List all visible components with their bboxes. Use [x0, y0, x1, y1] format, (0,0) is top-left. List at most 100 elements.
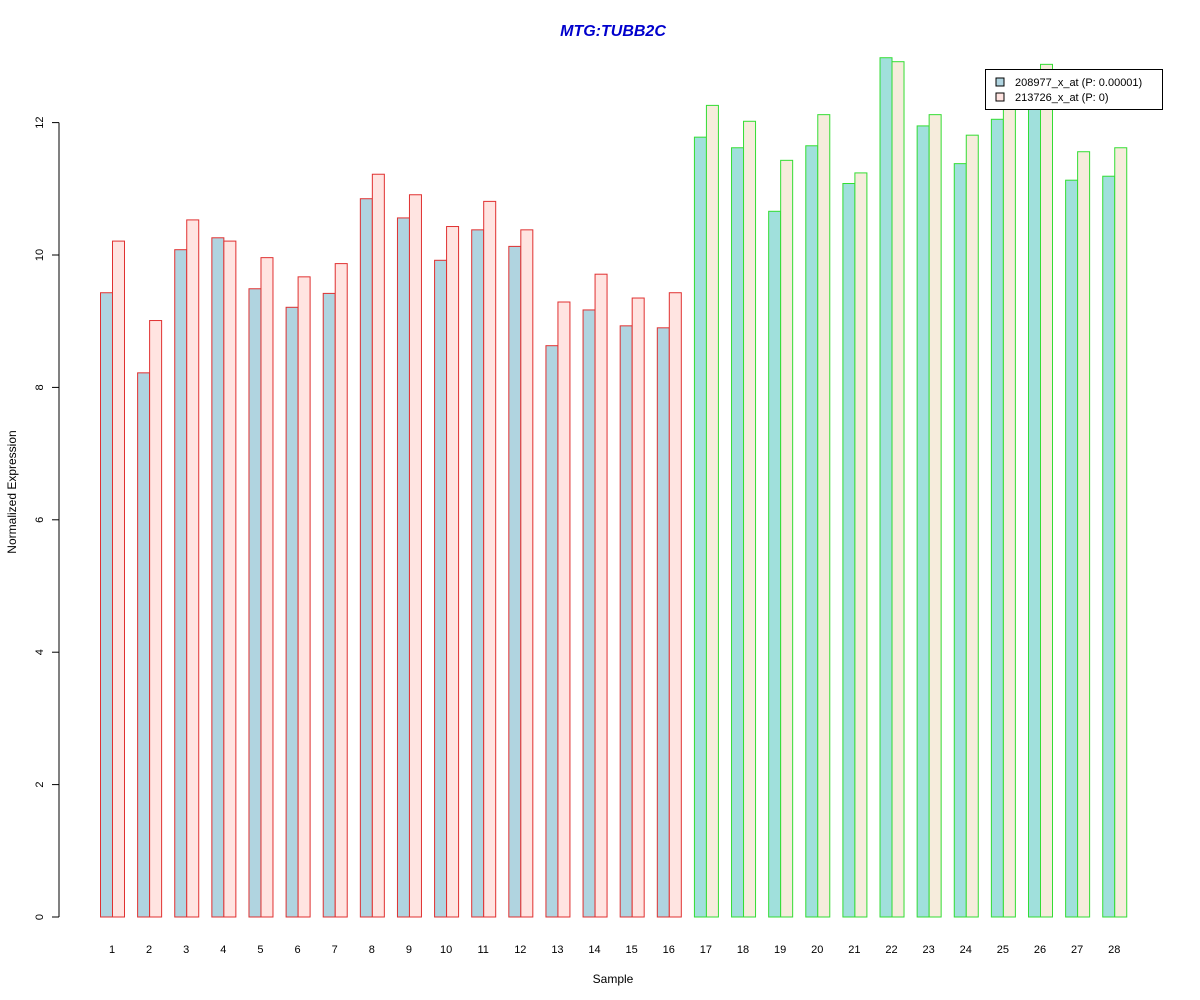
bar-sample-17-series-1: [693, 136, 707, 918]
bar-sample-20-series-2: [817, 114, 831, 918]
x-tick-label: 13: [551, 944, 563, 956]
y-tick-label: 2: [34, 782, 46, 788]
bar-sample-4-series-2: [223, 240, 237, 918]
bar-sample-24-series-2: [965, 134, 979, 918]
bar-sample-23-series-1: [916, 125, 930, 918]
y-tick-label: 0: [34, 914, 46, 920]
legend-swatch: [995, 77, 1005, 87]
bar-sample-4-series-1: [211, 237, 225, 918]
bar-sample-6-series-1: [285, 306, 299, 918]
bar-sample-11-series-2: [483, 200, 497, 918]
bar-sample-15-series-2: [631, 297, 645, 918]
x-tick-label: 5: [257, 944, 263, 956]
bar-sample-14-series-1: [582, 309, 596, 918]
bar-sample-23-series-2: [928, 114, 942, 918]
bar-sample-3-series-1: [174, 249, 188, 918]
bar-sample-8-series-1: [359, 198, 373, 918]
x-tick-label: 4: [220, 944, 226, 956]
x-tick-label: 2: [146, 944, 152, 956]
x-tick-label: 24: [960, 944, 972, 956]
y-tick-label: 8: [34, 384, 46, 390]
y-axis: 0 2 4 6 8 10 12: [34, 116, 60, 920]
bar-sample-10-series-1: [434, 259, 448, 918]
x-tick-label: 26: [1034, 944, 1046, 956]
bar-sample-28-series-2: [1114, 147, 1128, 918]
x-tick-label: 15: [626, 944, 638, 956]
x-tick-label: 9: [406, 944, 412, 956]
bar-sample-6-series-2: [297, 276, 311, 918]
bar-sample-8-series-2: [371, 173, 385, 918]
x-tick-label: 3: [183, 944, 189, 956]
bar-sample-3-series-2: [186, 219, 200, 918]
bar-sample-19-series-2: [780, 159, 794, 918]
bar-sample-22-series-1: [879, 57, 893, 918]
x-tick-label: 8: [369, 944, 375, 956]
bar-sample-25-series-2: [1002, 107, 1016, 918]
bar-sample-18-series-2: [743, 120, 757, 918]
bars: [100, 57, 1128, 918]
x-tick-label: 18: [737, 944, 749, 956]
bar-sample-9-series-1: [396, 217, 410, 918]
bar-sample-7-series-1: [322, 292, 336, 918]
bar-sample-15-series-1: [619, 325, 633, 918]
legend-label: 213726_x_at (P: 0): [1015, 92, 1109, 104]
x-tick-label: 25: [997, 944, 1009, 956]
bar-sample-12-series-1: [508, 245, 522, 918]
legend-box: [985, 69, 1163, 110]
x-tick-label: 27: [1071, 944, 1083, 956]
bar-sample-22-series-2: [891, 61, 905, 918]
bar-sample-13-series-2: [557, 301, 571, 918]
y-axis-label: Normalized Expression: [5, 430, 19, 553]
x-tick-label: 10: [440, 944, 452, 956]
x-tick-label: 20: [811, 944, 823, 956]
bar-sample-1-series-1: [100, 292, 113, 918]
bar-sample-5-series-1: [248, 288, 262, 918]
y-tick-label: 4: [34, 649, 46, 655]
bar-sample-11-series-1: [471, 229, 485, 918]
x-tick-label: 14: [588, 944, 600, 956]
bar-sample-10-series-2: [446, 226, 460, 918]
bar-sample-24-series-1: [953, 163, 967, 918]
x-tick-label: 23: [923, 944, 935, 956]
bar-sample-26-series-2: [1040, 63, 1053, 918]
x-tick-label: 19: [774, 944, 786, 956]
bar-sample-13-series-1: [545, 345, 559, 918]
legend-label: 208977_x_at (P: 0.00001): [1015, 77, 1142, 89]
x-tick-label: 6: [295, 944, 301, 956]
bar-sample-20-series-1: [805, 145, 819, 918]
bar-sample-27-series-2: [1077, 151, 1091, 918]
bar-sample-26-series-1: [1028, 106, 1041, 918]
bar-sample-12-series-2: [520, 229, 534, 918]
y-tick-label: 10: [34, 249, 46, 261]
bar-sample-9-series-2: [408, 194, 422, 918]
x-tick-label: 11: [477, 944, 488, 956]
bar-sample-17-series-2: [705, 104, 719, 918]
bar-sample-28-series-1: [1102, 175, 1116, 918]
x-tick-label: 21: [848, 944, 860, 956]
x-tick-label: 7: [332, 944, 338, 956]
legend-swatch: [995, 92, 1005, 102]
x-tick-label: 22: [885, 944, 897, 956]
x-tick-labels: 1 2 3 4 5 6 7 8 9 10 11 12 13 14 15 16 17 18 19 20 21 22 23 24 2…: [109, 944, 1120, 956]
x-tick-label: 28: [1108, 944, 1120, 956]
bar-sample-18-series-1: [731, 147, 745, 918]
bar-sample-2-series-1: [137, 372, 151, 918]
x-tick-label: 12: [514, 944, 526, 956]
x-axis-label: Sample: [593, 972, 634, 986]
x-tick-label: 17: [700, 944, 712, 956]
y-tick-label: 6: [34, 517, 46, 523]
legend: 208977_x_at (P: 0.00001) 213726_x_at (P: …: [985, 69, 1163, 110]
bar-sample-5-series-2: [260, 257, 274, 918]
bar-sample-16-series-2: [668, 292, 682, 918]
bar-sample-19-series-1: [768, 210, 782, 918]
chart-title: MTG:TUBB2C: [560, 23, 666, 40]
bar-sample-2-series-2: [149, 320, 163, 918]
bar-sample-14-series-2: [594, 273, 608, 918]
y-tick-label: 12: [34, 116, 46, 128]
bar-sample-25-series-1: [990, 118, 1004, 918]
x-tick-label: 1: [109, 944, 115, 956]
bar-sample-7-series-2: [334, 263, 348, 918]
x-tick-label: 16: [663, 944, 675, 956]
bar-sample-27-series-1: [1065, 179, 1079, 918]
